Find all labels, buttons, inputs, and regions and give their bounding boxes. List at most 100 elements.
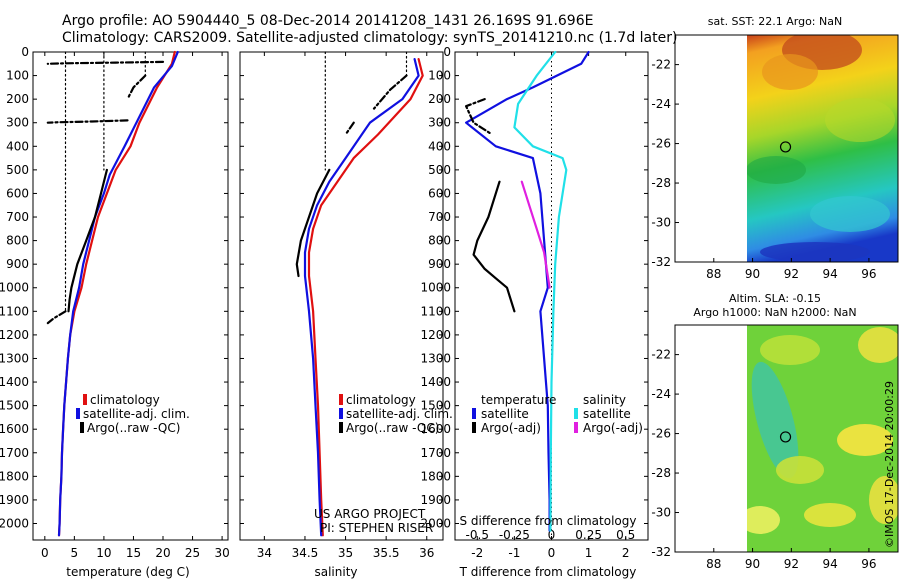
depth-tick-label: 600 (6, 186, 29, 200)
x-tick-label: 34.5 (292, 546, 319, 560)
depth-tick-label: 900 (6, 257, 29, 271)
depth-tick-label: 1000 (0, 281, 29, 295)
map-x-tick-label: 88 (706, 267, 721, 281)
legend-swatch-argo (80, 422, 84, 433)
difference-panel: -2-1012-0.5-0.2500.250.50100200300400500… (420, 45, 649, 579)
depth-tick-label: 1900 (0, 493, 29, 507)
legend-swatch-climatology (339, 394, 343, 405)
depth-tick-label: 1500 (0, 399, 29, 413)
legend-label-climatology: climatology (346, 393, 416, 407)
depth-tick-label: 1100 (420, 304, 451, 318)
sst_map-frame (674, 34, 899, 263)
sla-map-subtitle: Argo h1000: NaN h2000: NaN (693, 306, 856, 319)
sla-field (747, 325, 898, 552)
depth-tick-label: 100 (428, 69, 451, 83)
salinity-frame (239, 51, 444, 541)
x-tick-label: 25 (185, 546, 200, 560)
temperature-series (46, 50, 179, 537)
legend-swatch-satellite (339, 408, 343, 419)
map-x-tick-label: 96 (861, 267, 876, 281)
imos-timestamp: ©IMOS 17-Dec-2014 20:00:29 (883, 381, 896, 548)
x-tick-label: 0 (548, 546, 556, 560)
x-tick-label: 1 (585, 546, 593, 560)
map-y-tick-label: -26 (651, 427, 671, 441)
depth-tick-label: 0 (443, 45, 451, 59)
sst-field (747, 35, 898, 262)
temperature-panel: 0 5 10 15 20 25 300100200300400500600700800900… (0, 45, 230, 579)
series-line (57, 50, 176, 537)
argo-location-marker (779, 141, 792, 153)
map-x-tick-label: 90 (745, 267, 760, 281)
map-y-tick-label: -30 (651, 506, 671, 520)
x-tick-label: -2 (471, 546, 483, 560)
legend-label-argo: Argo(..raw -QC) (346, 421, 439, 435)
series-line (513, 50, 568, 532)
map-y-tick-label: -24 (651, 387, 671, 401)
sla-map-title: Altim. SLA: -0.15 (729, 292, 821, 305)
temperature-axes: 0 5 10 15 20 25 300100200300400500600700800900… (0, 45, 230, 560)
depth-tick-label: 1400 (0, 375, 29, 389)
legend-label-temp-satellite: satellite (481, 407, 529, 421)
legend-label-temp-argo: Argo(-adj) (481, 421, 541, 435)
depth-tick-label: 0 (21, 45, 29, 59)
depth-tick-label: 1900 (420, 493, 451, 507)
project-annotation: US ARGO PROJECT (314, 507, 426, 521)
salinity-xlabel: salinity (314, 565, 357, 579)
depth-tick-label: 500 (6, 163, 29, 177)
depth-tick-label: 1100 (0, 304, 29, 318)
x-tick-label: 36 (419, 546, 434, 560)
x-tick-label: 34 (257, 546, 272, 560)
salinity-series (295, 51, 424, 537)
depth-tick-label: 2000 (420, 516, 451, 530)
map-x-tick-label: 92 (784, 557, 799, 571)
x-tick-label: 0 (41, 546, 49, 560)
legend-swatch-temp-argo (472, 422, 476, 433)
map-y-tick-label: -22 (651, 348, 671, 362)
depth-tick-label: 1200 (420, 328, 451, 342)
map-y-tick-label: -26 (651, 137, 671, 151)
x-top-tick-label: -0.5 (466, 528, 489, 542)
sla-axes: 88 90 92 94 96 -22 -24 -26 -28 -30 -32 (651, 324, 899, 571)
map-x-tick-label: 90 (745, 557, 760, 571)
x-tick-label: 5 (71, 546, 79, 560)
x-tick-label: -1 (508, 546, 520, 560)
temperature-frame (32, 51, 229, 541)
map-y-tick-label: -28 (651, 466, 671, 480)
series-line (307, 58, 424, 537)
x-tick-label: 35 (338, 546, 353, 560)
depth-tick-label: 500 (428, 163, 451, 177)
salinity-axes: 34 34.5 35 35.5 36 (239, 51, 444, 560)
legend-swatch-climatology (83, 394, 87, 405)
series-line (46, 60, 165, 65)
depth-tick-label: 1800 (420, 469, 451, 483)
title-line-1: Argo profile: AO 5904440_5 08-Dec-2014 2… (62, 13, 593, 29)
map-x-tick-label: 96 (861, 557, 876, 571)
difference-axes: -2-1012-0.5-0.2500.250.50100200300400500… (420, 45, 649, 560)
depth-tick-label: 300 (6, 116, 29, 130)
x-tick-label: 10 (96, 546, 111, 560)
sla-map-panel: Altim. SLA: -0.15 Argo h1000: NaN h2000:… (651, 292, 899, 571)
depth-tick-label: 200 (6, 92, 29, 106)
temperature-xlabel: temperature (deg C) (66, 565, 189, 579)
depth-tick-label: 700 (428, 210, 451, 224)
legend-label-satellite: satellite-adj. clim. (83, 407, 190, 421)
x-tick-label: 30 (214, 546, 229, 560)
salinity-legend: climatology satellite-adj. clim. Argo(..… (339, 393, 453, 435)
series-line (295, 168, 331, 278)
map-y-tick-label: -32 (651, 545, 671, 559)
title-line-2: Climatology: CARS2009. Satellite-adjuste… (62, 30, 677, 46)
depth-tick-label: 1300 (420, 351, 451, 365)
series-line (472, 180, 516, 313)
series-line (303, 58, 420, 537)
legend-label-sal-satellite: satellite (583, 407, 631, 421)
sst-axes: 88 90 92 94 96 -22 -24 -26 -28 -30 -32 (651, 34, 899, 281)
sst-map-title: sat. SST: 22.1 Argo: NaN (708, 15, 842, 28)
depth-tick-label: 1800 (0, 469, 29, 483)
series-line (126, 74, 147, 101)
pi-annotation: PI: STEPHEN RISER (320, 521, 433, 535)
legend-label-argo: Argo(..raw -QC) (87, 421, 180, 435)
series-line (67, 168, 108, 313)
depth-tick-label: 100 (6, 69, 29, 83)
map-y-tick-label: -32 (651, 255, 671, 269)
